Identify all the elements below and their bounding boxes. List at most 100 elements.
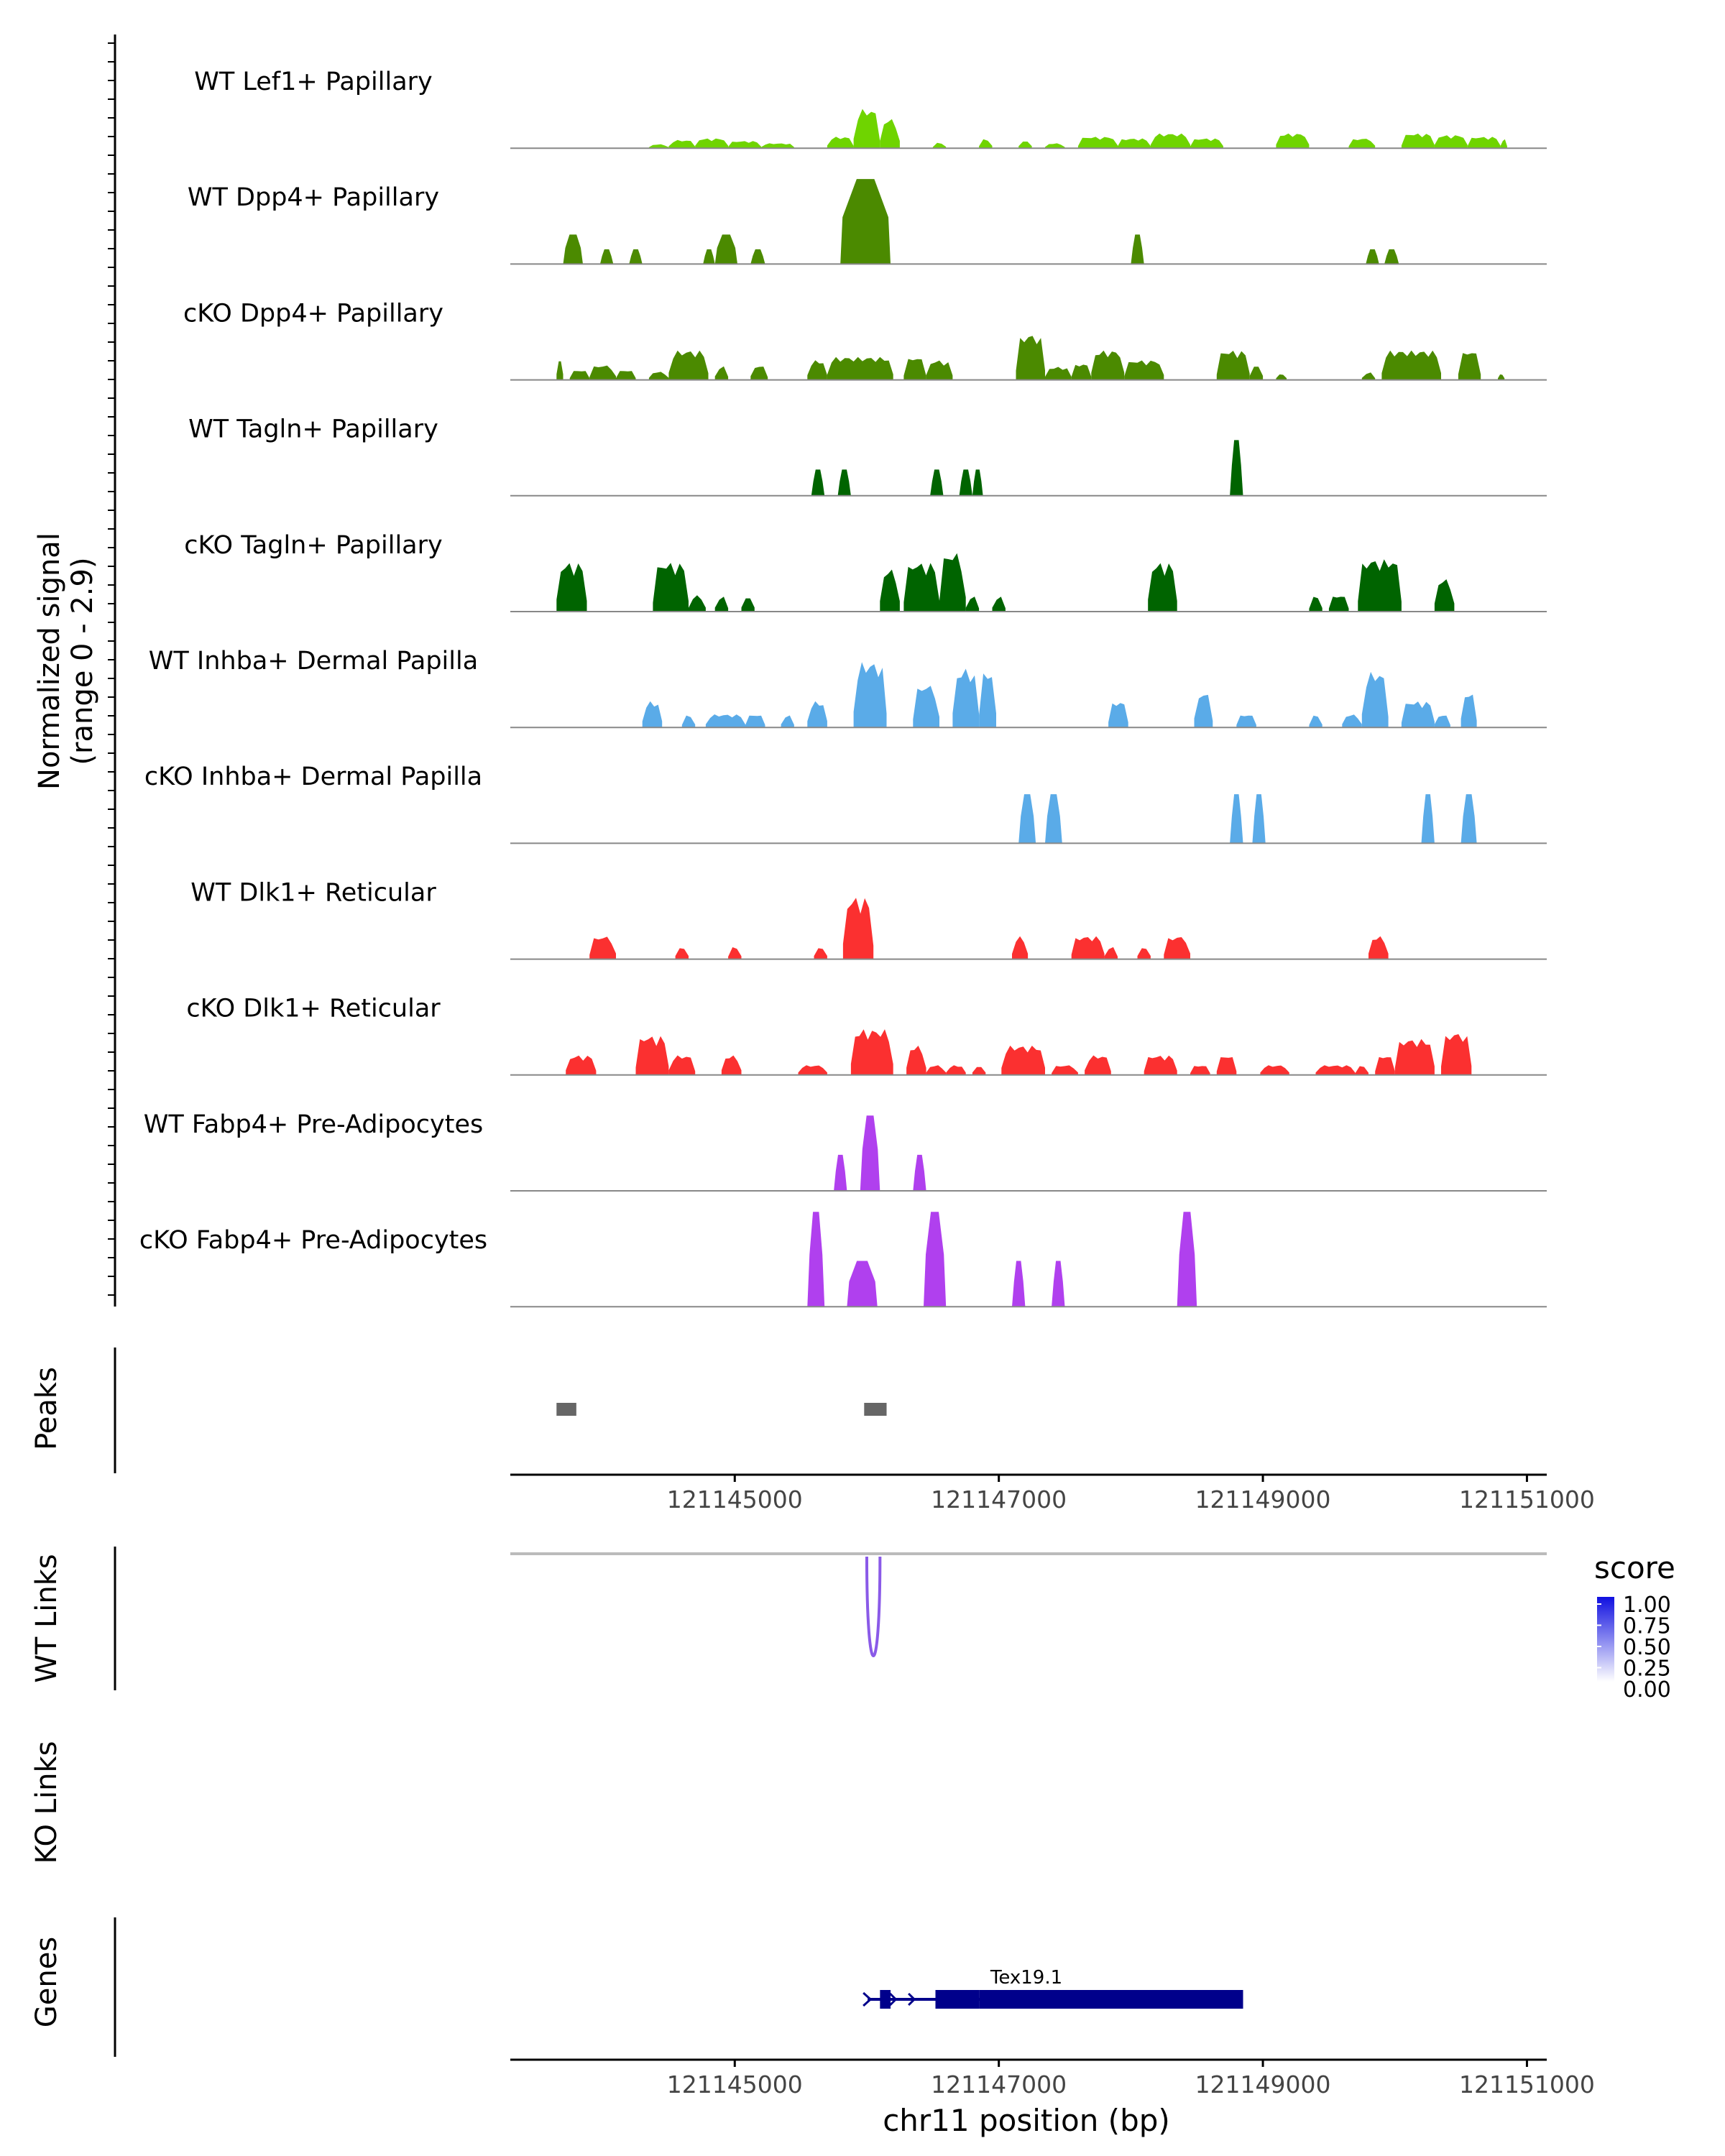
wt-links-label: WT Links: [30, 1554, 63, 1682]
track: WT Dlk1+ Reticular: [190, 878, 1547, 960]
track-label: cKO Fabp4+ Pre-Adipocytes: [139, 1226, 487, 1255]
coverage-area: [1148, 563, 1177, 612]
coverage-area: [850, 1029, 893, 1075]
coverage-area: [880, 119, 900, 149]
coverage-area: [721, 1055, 742, 1075]
gene-exon: [979, 1990, 1243, 2009]
track: WT Inhba+ Dermal Papilla: [149, 647, 1547, 729]
coverage-area: [1052, 1261, 1065, 1307]
coverage-area: [589, 936, 616, 959]
coverage-area: [1164, 937, 1190, 959]
coverage-area: [1001, 1045, 1045, 1075]
x-tick-label: 121149000: [1195, 1485, 1331, 1514]
coverage-area: [1018, 142, 1032, 149]
coverage-area: [668, 350, 709, 380]
coverage-area: [827, 137, 854, 149]
coverage-area: [642, 701, 663, 728]
coverage-area: [930, 469, 944, 496]
coverage-area: [1458, 353, 1481, 380]
track: cKO Fabp4+ Pre-Adipocytes: [139, 1212, 1547, 1308]
coverage-area: [1460, 694, 1477, 728]
coverage-area: [807, 360, 827, 380]
coverage-area: [1012, 936, 1029, 959]
score-legend: score 1.000.750.500.250.00: [1594, 1550, 1675, 1703]
x-tick-label: 121151000: [1459, 1485, 1595, 1514]
wt-link-arcs: [865, 1556, 882, 1657]
x-tick-label: 121145000: [667, 2070, 803, 2099]
coverage-area: [1361, 372, 1376, 380]
y-axis-range: (range 0 - 2.9): [66, 557, 99, 765]
coverage-area: [616, 371, 636, 380]
coverage-area: [1118, 138, 1151, 149]
coverage-area: [913, 686, 939, 728]
coverage-area: [979, 673, 996, 728]
coverage-area: [1085, 1055, 1111, 1075]
coverage-area: [750, 367, 768, 380]
coverage-area: [926, 1065, 947, 1075]
coverage-area: [648, 372, 669, 380]
coverage-area: [837, 469, 851, 496]
coverage-area: [1052, 1065, 1078, 1075]
track-label: cKO Inhba+ Dermal Papilla: [144, 763, 482, 791]
top-x-axis-ticks: 121145000 121147000 121149000 121151000: [667, 1475, 1595, 1514]
coverage-area: [1394, 1038, 1435, 1075]
coverage-area: [1236, 715, 1256, 728]
track: cKO Inhba+ Dermal Papilla: [144, 763, 1547, 844]
coverage-area: [959, 469, 972, 496]
link-arc: [865, 1556, 882, 1657]
coverage-area: [1368, 936, 1389, 959]
coverage-area: [1177, 1212, 1197, 1307]
coverage-area: [853, 662, 887, 728]
coverage-area: [1434, 135, 1468, 149]
coverage-area: [635, 1036, 669, 1075]
coverage-area: [1077, 137, 1118, 149]
coverage-area: [1441, 1034, 1472, 1075]
coverage-area: [728, 141, 761, 149]
coverage-area: [1381, 350, 1441, 380]
coverage-area: [992, 596, 1006, 612]
coverage-area: [1460, 794, 1477, 844]
coverage-area: [569, 371, 590, 380]
track: cKO Dpp4+ Papillary: [183, 299, 1547, 381]
coverage-area: [563, 234, 583, 264]
coverage-area: [972, 1067, 986, 1075]
coverage-area: [599, 249, 614, 264]
coverage-area: [1108, 703, 1128, 728]
legend-tick-label: 0.75: [1623, 1614, 1671, 1639]
coverage-area: [741, 598, 755, 612]
coverage-area: [946, 1065, 966, 1075]
gene-exon: [935, 1990, 980, 2009]
coverage-area: [1144, 1055, 1177, 1075]
coverage-area: [703, 249, 715, 264]
coverage-area: [860, 1115, 880, 1191]
bottom-x-axis-ticks: 121145000 121147000 121149000 121151000: [667, 2060, 1595, 2099]
coverage-area: [668, 1055, 696, 1075]
coverage-area: [1071, 364, 1092, 380]
coverage-area: [906, 1046, 926, 1075]
coverage-area: [1137, 948, 1151, 959]
coverage-area: [668, 139, 696, 149]
coverage-tracks: WT Lef1+ Papillary WT Dpp4+ Papillary cKO …: [139, 68, 1547, 1308]
coverage-area: [1342, 714, 1362, 728]
coverage-area: [1309, 596, 1322, 612]
strand-arrow: [908, 1992, 916, 2007]
peak-region: [864, 1403, 887, 1416]
coverage-area: [798, 1065, 827, 1075]
legend-title: score: [1594, 1550, 1675, 1585]
coverage-area: [1012, 1261, 1026, 1307]
legend-tick-label: 1.00: [1623, 1593, 1671, 1618]
strand-arrow: [889, 1992, 898, 2007]
coverage-area: [939, 553, 966, 612]
coverage-area: [675, 948, 689, 959]
coverage-area: [1216, 1057, 1237, 1075]
coverage-y-ticks: [108, 42, 115, 1296]
coverage-area: [705, 714, 745, 728]
coverage-area: [648, 144, 669, 149]
coverage-area: [842, 898, 874, 959]
coverage-area: [1104, 946, 1118, 959]
track: WT Fabp4+ Pre-Adipocytes: [144, 1110, 1547, 1192]
peaks-label: Peaks: [30, 1367, 63, 1450]
genes-label: Genes: [30, 1937, 63, 2027]
coverage-area: [1355, 1066, 1368, 1075]
track-label: cKO Dpp4+ Papillary: [183, 299, 443, 328]
